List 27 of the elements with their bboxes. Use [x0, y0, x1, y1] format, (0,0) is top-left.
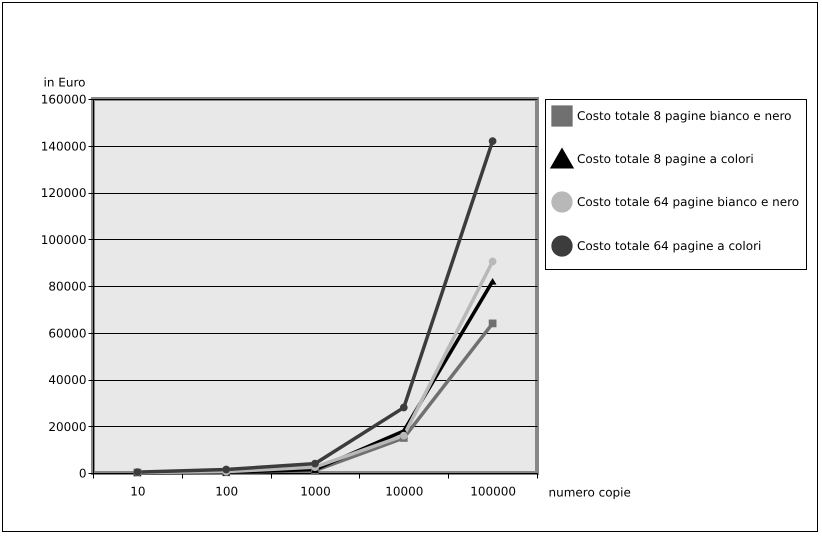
y-tick-label: 0	[78, 466, 86, 480]
legend-label: Costo totale 64 pagine bianco e nero	[577, 195, 800, 209]
point	[488, 137, 496, 145]
point	[400, 404, 408, 412]
point	[488, 320, 496, 328]
y-tick-label: 60000	[48, 326, 86, 340]
y-tick-label: 100000	[40, 232, 86, 247]
point	[488, 258, 496, 266]
x-tick-label: 1000	[300, 484, 331, 498]
x-tick-label: 100000	[470, 484, 516, 498]
y-axis-title: in Euro	[44, 76, 86, 90]
x-tick-label: 10000	[385, 484, 424, 498]
y-tick-label: 160000	[40, 92, 86, 106]
point	[488, 278, 496, 285]
legend-label: Costo totale 8 pagine a colori	[577, 152, 754, 166]
y-tick-label: 40000	[48, 373, 86, 387]
y-tick-label: 140000	[40, 139, 86, 154]
point	[400, 432, 408, 440]
x-tick-label: 100	[215, 484, 238, 498]
legend-label: Costo totale 64 pagine a colori	[577, 239, 762, 253]
legend-label: Costo totale 8 pagine bianco e nero	[577, 109, 792, 123]
x-tick-label: 10	[130, 484, 146, 498]
x-axis-title: numero copie	[548, 486, 631, 500]
point	[311, 460, 319, 468]
y-tick-label: 80000	[48, 280, 86, 294]
y-tick-label: 20000	[48, 420, 86, 434]
y-tick-label: 120000	[40, 186, 86, 200]
